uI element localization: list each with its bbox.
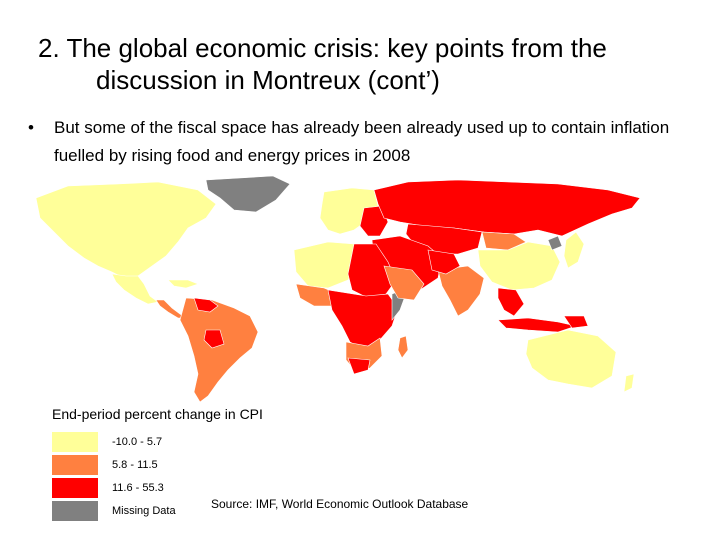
map-region-japan <box>563 231 585 269</box>
map-region-india <box>437 265 485 317</box>
map-region-south-africa <box>347 357 371 375</box>
map-region-caribbean <box>167 279 199 289</box>
map-region-pakistan <box>427 249 461 275</box>
title-line-1: 2. The global economic crisis: key point… <box>38 33 607 63</box>
map-legend: End-period percent change in CPI -10.0 -… <box>52 404 352 522</box>
legend-swatch <box>52 431 98 452</box>
map-region-indonesia <box>497 317 578 333</box>
legend-swatch <box>52 477 98 498</box>
legend-label: -10.0 - 5.7 <box>112 435 163 448</box>
legend-rows: -10.0 - 5.7 5.8 - 11.5 11.6 - 55.3 Missing … <box>52 430 352 522</box>
source-note: Source: IMF, World Economic Outlook Data… <box>211 497 469 511</box>
map-region-papua-new-guinea <box>563 315 589 329</box>
legend-label: 5.8 - 11.5 <box>112 458 158 471</box>
map-region-southeast-asia <box>497 287 525 317</box>
map-region-new-zealand <box>623 373 635 393</box>
legend-swatch <box>52 500 98 521</box>
legend-label: Missing Data <box>112 504 176 517</box>
legend-item: 5.8 - 11.5 <box>52 453 352 476</box>
title-line-2: discussion in Montreux (cont’) <box>96 65 440 95</box>
map-region-mongolia <box>481 231 527 251</box>
bullet-symbol: • <box>28 118 34 137</box>
legend-swatch <box>52 454 98 475</box>
slide-title: 2. The global economic crisis: key point… <box>38 32 698 96</box>
map-region-bolivia <box>203 329 225 349</box>
legend-item: -10.0 - 5.7 <box>52 430 352 453</box>
map-region-north-korea <box>547 235 563 251</box>
legend-title: End-period percent change in CPI <box>52 406 263 422</box>
map-region-central-africa <box>327 289 399 351</box>
map-region-northwest-africa <box>293 241 359 289</box>
map-region-venezuela <box>193 297 219 313</box>
map-region-mexico <box>111 273 159 305</box>
map-region-arabian-peninsula <box>383 265 425 301</box>
map-region-russia <box>373 179 641 237</box>
map-region-china <box>477 241 561 291</box>
legend-item: Missing Data <box>52 499 352 522</box>
bullet-point: • But some of the fiscal space has alrea… <box>28 114 718 170</box>
legend-item: 11.6 - 55.3 <box>52 476 352 499</box>
map-region-north-america <box>35 181 217 279</box>
bullet-text: But some of the fiscal space has already… <box>54 118 670 165</box>
map-region-australia <box>525 329 617 389</box>
map-region-madagascar <box>397 335 409 359</box>
map-region-south-america <box>179 297 259 403</box>
world-inflation-map <box>35 175 641 403</box>
legend-label: 11.6 - 55.3 <box>112 481 164 494</box>
map-region-greenland <box>205 175 291 213</box>
